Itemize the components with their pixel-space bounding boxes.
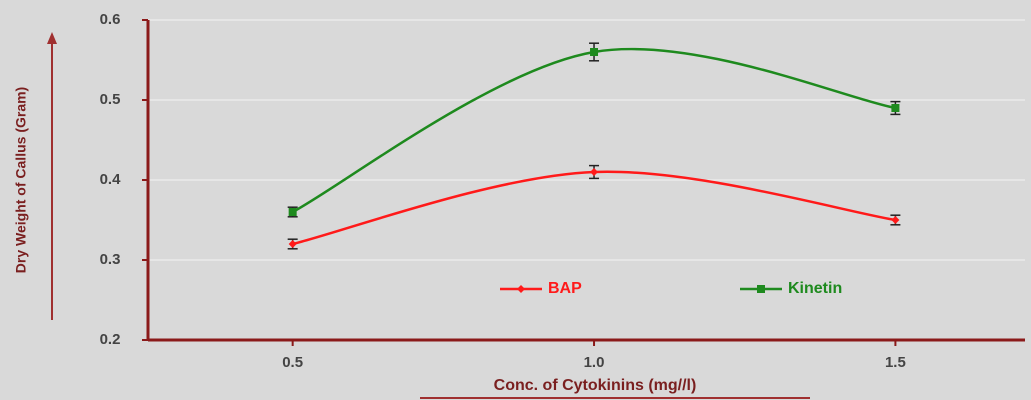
y-arrow-head [47,32,57,44]
series-line [292,170,896,246]
y-tick-label: 0.3 [100,251,121,268]
point [891,104,900,112]
x-tick-label: 0.5 [282,354,303,371]
point [590,48,599,56]
legend-label: BAP [548,280,582,297]
x-tick-label: 1.0 [584,354,605,371]
y-axis-label: Dry Weight of Callus (Gram) [13,87,29,273]
legend-marker [757,285,765,293]
x-tick-label: 1.5 [885,354,906,371]
series-line [292,47,896,214]
y-tick-label: 0.6 [100,11,121,28]
legend-marker [517,285,525,293]
point [891,216,900,224]
y-tick-label: 0.4 [100,171,122,188]
point [590,168,599,176]
point [288,208,297,216]
x-axis-label: Conc. of Cytokinins (mg//l) [494,377,697,394]
legend-label: Kinetin [788,280,842,297]
point [288,240,297,248]
y-tick-label: 0.2 [100,331,121,348]
grid [148,19,1025,341]
y-tick-label: 0.5 [100,91,121,108]
